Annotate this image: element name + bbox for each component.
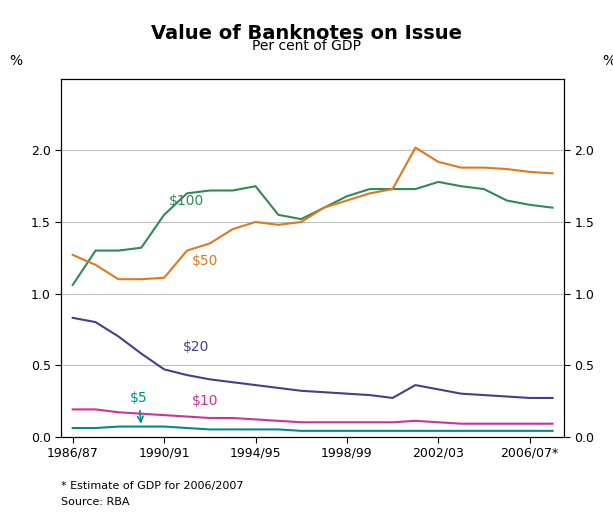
Text: $20: $20: [183, 340, 209, 354]
Text: Source: RBA: Source: RBA: [61, 497, 130, 507]
Text: Value of Banknotes on Issue: Value of Banknotes on Issue: [151, 24, 462, 43]
Text: %: %: [603, 54, 613, 68]
Text: %: %: [9, 54, 23, 68]
Text: $100: $100: [169, 194, 204, 208]
Text: $5: $5: [130, 391, 148, 422]
Text: Per cent of GDP: Per cent of GDP: [252, 39, 361, 54]
Text: $50: $50: [191, 254, 218, 268]
Text: $10: $10: [191, 394, 218, 408]
Text: * Estimate of GDP for 2006/2007: * Estimate of GDP for 2006/2007: [61, 481, 244, 491]
